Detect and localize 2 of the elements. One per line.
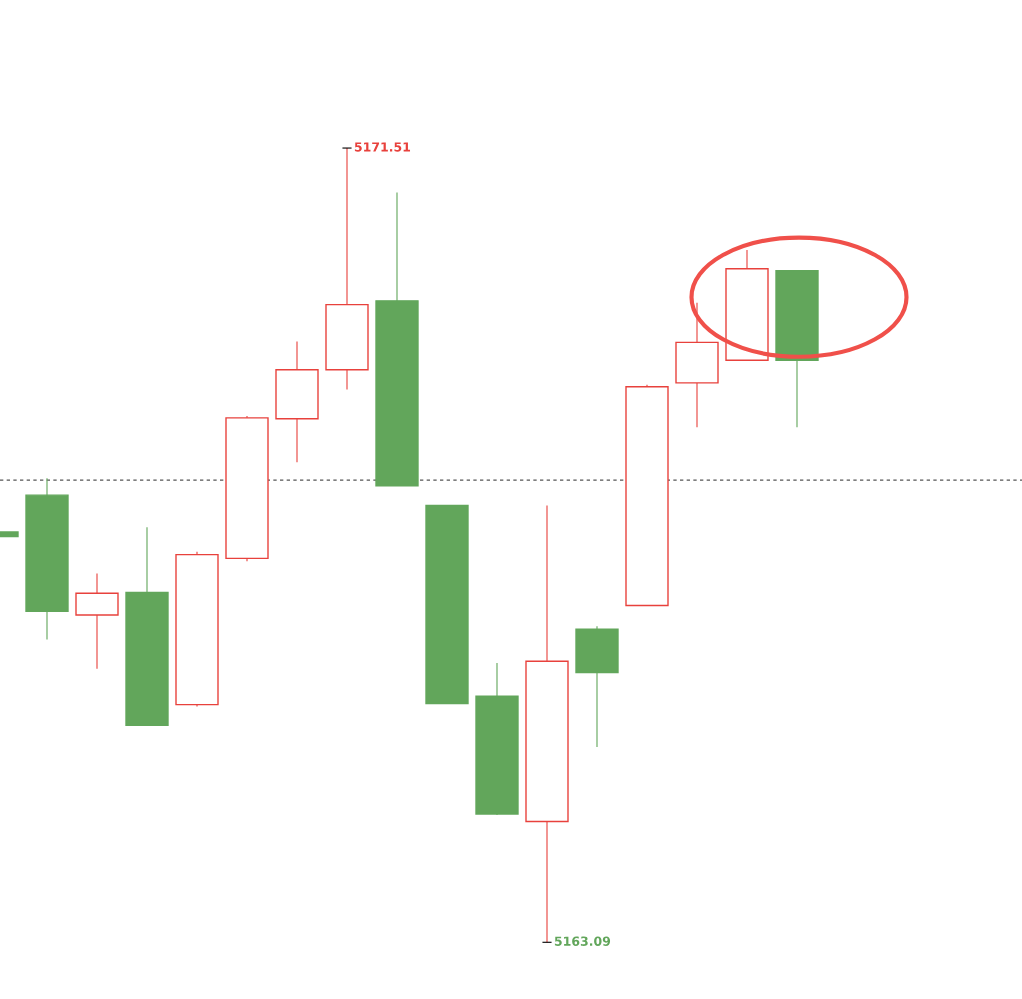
- annotation: 5163.09: [554, 936, 611, 946]
- annotation: 5171.51: [354, 142, 411, 152]
